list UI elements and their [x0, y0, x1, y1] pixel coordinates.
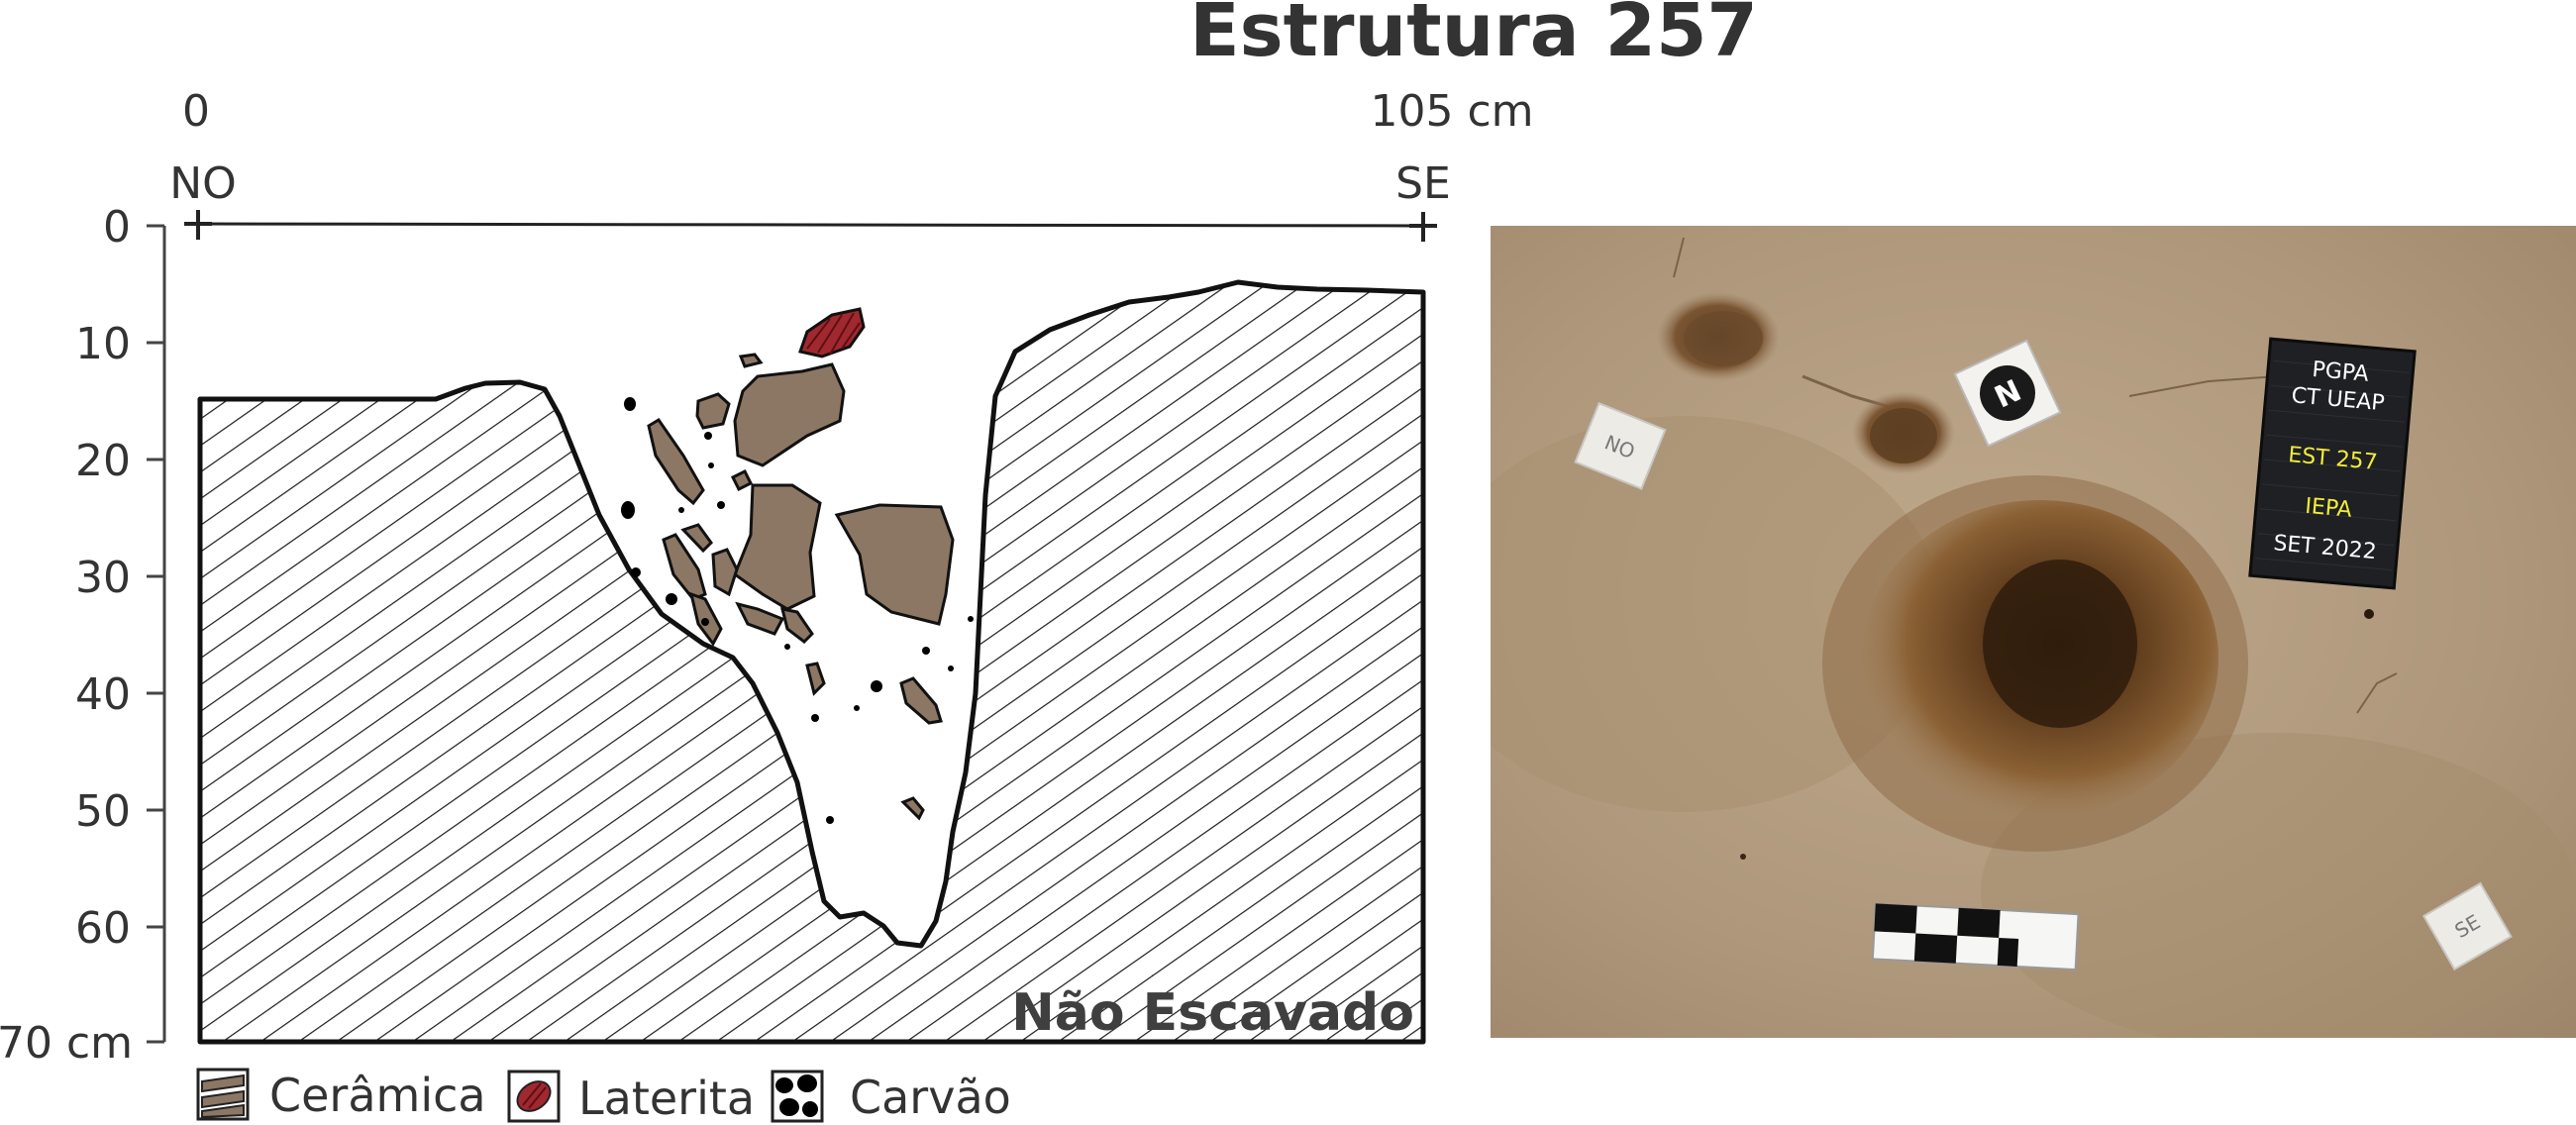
- depth-tick-50: 50: [75, 786, 131, 837]
- board-line-1: PGPA: [2311, 358, 2369, 387]
- depth-tick-40: 40: [75, 669, 131, 720]
- depth-tick-20: 20: [75, 436, 131, 486]
- legend-label-laterite: Laterita: [578, 1072, 755, 1125]
- depth-axis: [147, 224, 166, 1044]
- ceramic-sherd: [779, 607, 814, 644]
- laterite-fragment: [798, 307, 866, 358]
- ceramic-sherd: [662, 533, 707, 601]
- marker-card-left: NO: [1574, 401, 1667, 490]
- unexcavated-soil: [197, 279, 1426, 1045]
- legend-label-ceramic: Cerâmica: [269, 1069, 486, 1122]
- ceramic-sherd: [695, 392, 731, 430]
- ceramic-icon: [196, 1068, 250, 1121]
- ceramic-sherd: [735, 601, 785, 636]
- ceramic-sherd: [730, 468, 754, 492]
- marker-card-right: SE: [2421, 881, 2513, 972]
- unexcavated-label: Não Escavado: [1011, 983, 1414, 1043]
- photo-scale-bar: [1871, 902, 2080, 972]
- distance-start-label: 0: [182, 86, 210, 137]
- ceramic-sherd: [834, 503, 955, 626]
- depth-tick-10: 10: [75, 319, 131, 369]
- board-line-4: IEPA: [2304, 494, 2352, 523]
- ceramic-sherd: [733, 483, 822, 611]
- north-arrow-card: N: [1953, 339, 2062, 448]
- direction-right-label: SE: [1395, 158, 1451, 209]
- depth-tick-70: 70 cm: [0, 1018, 133, 1069]
- charcoal-icon: [771, 1070, 824, 1123]
- ceramic-sherd: [733, 362, 846, 467]
- ceramic-sherd: [899, 676, 943, 725]
- ceramic-sherd: [900, 796, 925, 821]
- ceramic-sherd: [711, 548, 739, 597]
- pit-fill-artifacts: [621, 307, 974, 824]
- legend: Cerâmica Laterita Carvão: [196, 1068, 1011, 1125]
- ceramic-sherd: [647, 417, 705, 506]
- depth-tick-0: 0: [103, 202, 131, 253]
- depth-tick-30: 30: [75, 553, 131, 603]
- ceramic-sherd: [805, 662, 826, 696]
- ceramic-sherd: [738, 353, 764, 368]
- figure-title: Estrutura 257: [1189, 0, 1758, 73]
- legend-label-charcoal: Carvão: [850, 1071, 1011, 1124]
- field-photograph: N NO SE PGPA: [1491, 226, 2576, 1038]
- direction-left-label: NO: [169, 158, 237, 209]
- depth-tick-60: 60: [75, 903, 131, 954]
- ceramic-sherd: [680, 523, 713, 554]
- datum-line: [184, 210, 1437, 242]
- laterite-icon: [507, 1070, 561, 1123]
- distance-end-label: 105 cm: [1370, 86, 1533, 137]
- identification-board: PGPA CT UEAP EST 257 IEPA SET 2022: [2248, 337, 2417, 590]
